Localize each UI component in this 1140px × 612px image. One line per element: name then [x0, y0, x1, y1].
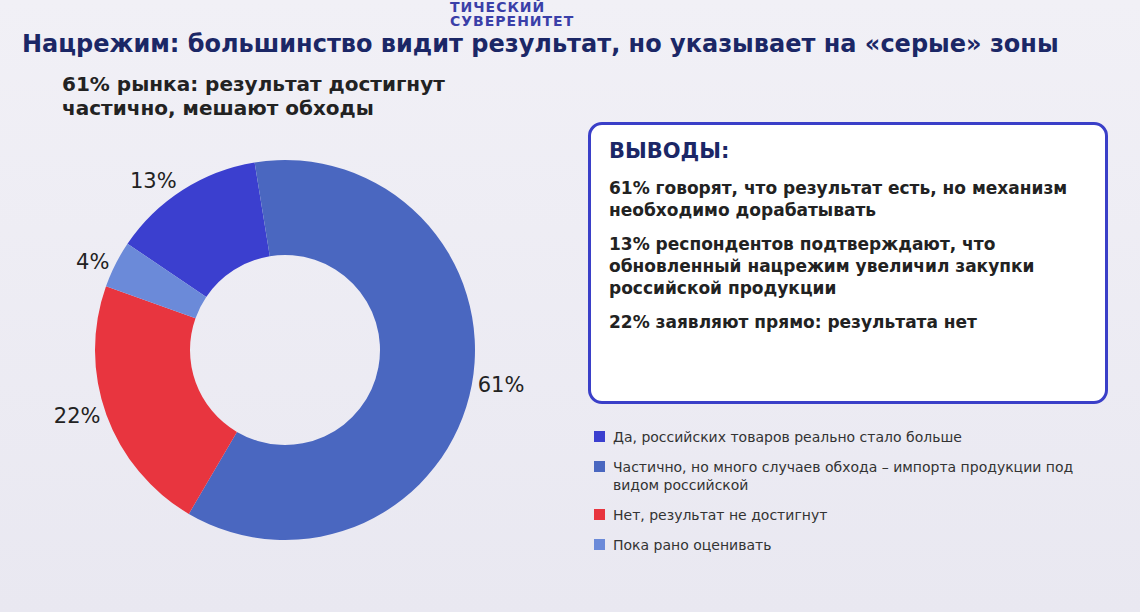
html-text:61% говорят, что результат ест: 61% говорят, что результат есть, но меха… — [609, 178, 1068, 220]
svg-text:61%: 61% — [478, 373, 525, 397]
html-text:Да, российских товаров реально: Да, российских товаров реально стало бол… — [613, 429, 962, 445]
html-text:61% рынка: результат достигнут: 61% рынка: результат достигнут — [62, 72, 445, 96]
svg-text:22%: 22% — [54, 404, 101, 428]
html-text:Пока рано оценивать: Пока рано оценивать — [613, 537, 772, 553]
svg-text:4%: 4% — [76, 250, 109, 274]
html-text:ВЫВОДЫ:: ВЫВОДЫ: — [609, 139, 730, 163]
html-text:СУВЕРЕНИТЕТ: СУВЕРЕНИТЕТ — [450, 13, 575, 29]
html-text:Нацрежим: большинство видит ре: Нацрежим: большинство видит результат, н… — [22, 30, 1059, 58]
html-text:частично, мешают обходы: частично, мешают обходы — [62, 96, 374, 120]
html-text:Частично, но много случаев обх: Частично, но много случаев обхода – импо… — [613, 459, 1074, 493]
html-text:Нет, результат не достигнут: Нет, результат не достигнут — [613, 507, 828, 523]
html-text:ТИЧЕСКИЙ: ТИЧЕСКИЙ — [450, 0, 546, 15]
svg-text:13%: 13% — [130, 169, 177, 193]
html-text:13% респондентов подтверждают,: 13% респондентов подтверждают, что обнов… — [609, 234, 1035, 298]
html-text:22% заявляют прямо: результата: 22% заявляют прямо: результата нет — [609, 312, 977, 332]
